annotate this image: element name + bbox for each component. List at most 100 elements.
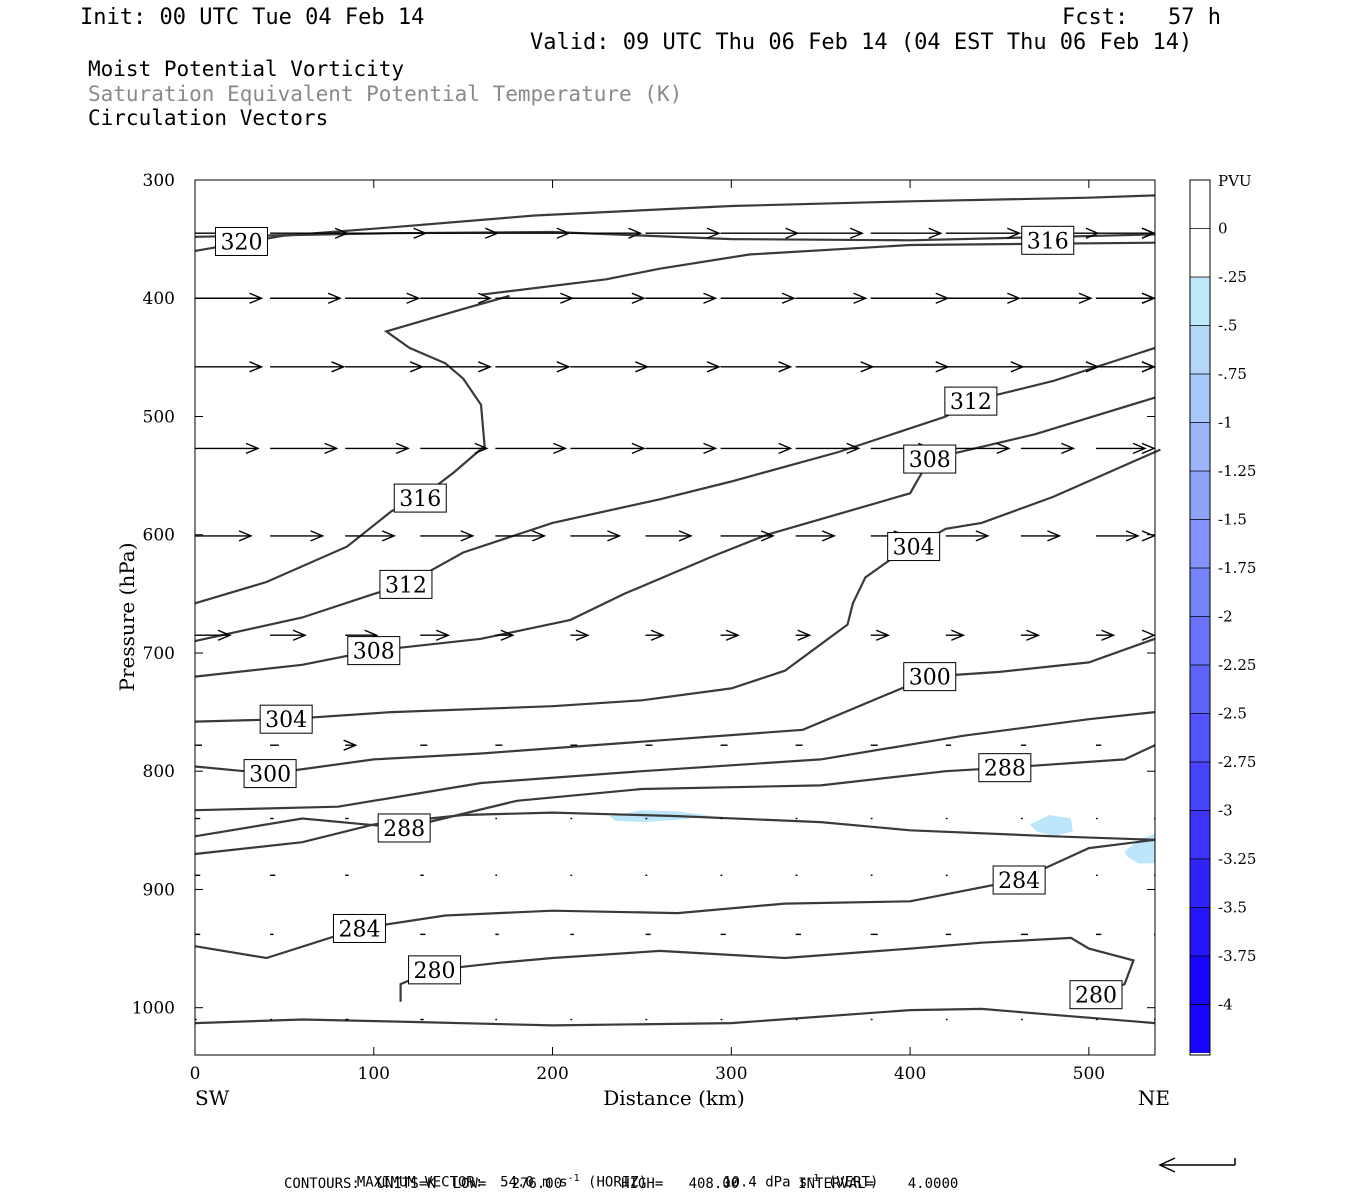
- contour-label-box: [377, 813, 431, 843]
- wind-vector: [645, 530, 693, 542]
- colorbar-swatch: [1190, 956, 1210, 1005]
- wind-vector: [420, 227, 500, 239]
- contour-label-layer: 320 316 316 312 312 308 308 304 304 300 300 288 288 2…: [214, 225, 1123, 1010]
- y-tick-label: 300: [143, 171, 175, 191]
- wind-vector: [1020, 292, 1093, 304]
- wind-vector: [495, 227, 571, 239]
- contour-label-text: 280: [1075, 984, 1117, 1009]
- pv-shade-1: [1029, 815, 1073, 837]
- wind-vector: [570, 227, 643, 239]
- init-time: Init: 00 UTC Tue 04 Feb 14: [80, 5, 425, 30]
- y-tick-label: 600: [143, 526, 175, 546]
- y-tick-label: 700: [143, 644, 175, 664]
- wind-vector: [345, 530, 396, 542]
- wind-vector: [645, 361, 721, 373]
- valid-time: Valid: 09 UTC Thu 06 Feb 14 (04 EST Thu …: [530, 30, 1193, 55]
- contour-label-text: 316: [1027, 229, 1069, 254]
- colorbar-swatch: [1190, 180, 1210, 229]
- wind-vector: [720, 629, 740, 641]
- colorbar-label: -3.5: [1218, 899, 1247, 917]
- wind-vector: [795, 530, 836, 542]
- wind-vector: [345, 442, 410, 455]
- theta-contour-288-10: [194, 811, 1156, 856]
- colorbar-label: -3.25: [1218, 850, 1256, 868]
- wind-vector: [495, 292, 575, 304]
- right-end-label: NE: [1138, 1086, 1170, 1110]
- colorbar-swatch: [1190, 519, 1210, 568]
- field-title-theta: Saturation Equivalent Potential Temperat…: [88, 82, 683, 106]
- colorbar-label: -2: [1218, 608, 1233, 626]
- wind-vector: [645, 292, 718, 304]
- colorbar-label: -1.25: [1218, 462, 1256, 480]
- theta-contour-316-2: [480, 241, 1156, 296]
- wind-vector: [195, 292, 264, 304]
- wind-vector: [420, 629, 451, 641]
- contour-label-304-8: 304: [259, 704, 313, 734]
- wind-vector: [1096, 442, 1147, 455]
- y-tick-label: 800: [143, 762, 175, 782]
- colorbar-swatch: [1190, 277, 1210, 326]
- wind-vector: [645, 629, 665, 641]
- theta-contour-300-7: [194, 637, 1156, 775]
- contour-label-312-4: 312: [379, 569, 433, 599]
- contour-label-box: [379, 569, 433, 599]
- wind-vector: [1020, 629, 1041, 641]
- contour-label-text: 300: [249, 763, 291, 788]
- wind-vector: [270, 292, 342, 304]
- contour-label-280-16: 280: [1069, 980, 1123, 1010]
- contour-label-box: [243, 759, 297, 789]
- x-tick-label: 100: [358, 1064, 390, 1084]
- wind-vector: [720, 361, 793, 373]
- colorbar-label: -.75: [1218, 365, 1247, 383]
- theta-contour-276-13: [194, 1007, 1156, 1027]
- wind-vector: [343, 739, 358, 751]
- wind-vector: [720, 227, 800, 239]
- wind-vector: [570, 530, 622, 542]
- wind-vector: [570, 361, 650, 373]
- contour-label-312-3: 312: [944, 386, 998, 416]
- wind-vector: [870, 292, 950, 304]
- wind-vector: [945, 629, 966, 641]
- theta-contour-layer: [194, 194, 1161, 1027]
- wind-vector: [795, 361, 875, 373]
- contour-label-text: 280: [414, 959, 456, 984]
- colorbar-label: -3: [1218, 802, 1233, 820]
- contour-label-text: 320: [220, 230, 262, 255]
- vert-exponent: -1: [807, 1173, 820, 1184]
- contour-label-text: 288: [984, 757, 1026, 782]
- colorbar-label: 0: [1218, 220, 1228, 238]
- contour-label-304-7: 304: [887, 532, 941, 562]
- wind-vector: [870, 227, 943, 239]
- colorbar-label: -.5: [1218, 317, 1237, 335]
- contour-label-box: [393, 483, 447, 513]
- wind-vector: [195, 629, 232, 641]
- x-tick-label: 200: [536, 1064, 568, 1084]
- plot-frame: [194, 179, 1156, 1056]
- wind-vector: [795, 629, 812, 641]
- y-tick-label: 900: [143, 880, 175, 900]
- contour-label-280-15: 280: [408, 955, 462, 985]
- wind-vector: [1020, 530, 1062, 542]
- wind-vector: [945, 442, 1011, 455]
- horiz-exponent: -1: [567, 1173, 580, 1184]
- contour-label-text: 312: [950, 390, 992, 415]
- wind-vector: [720, 292, 796, 304]
- wind-vector: [645, 227, 721, 239]
- circulation-vector-layer: [195, 227, 1156, 1021]
- colorbar-label: -1.5: [1218, 511, 1247, 529]
- y-tick-label: 500: [143, 407, 175, 427]
- reference-vector: [1158, 1157, 1236, 1173]
- colorbar-swatch: [1190, 325, 1210, 374]
- theta-contour-316-3: [194, 294, 510, 605]
- wind-vector: [1096, 629, 1116, 641]
- contour-label-284-14: 284: [332, 913, 386, 943]
- wind-vector: [495, 442, 568, 455]
- colorbar-title: PVU: [1218, 172, 1252, 190]
- contour-label-text: 304: [265, 708, 307, 733]
- horiz-suffix: (HORIZ): [579, 1174, 648, 1191]
- wind-vector: [795, 292, 868, 304]
- contour-label-284-13: 284: [992, 865, 1046, 895]
- wind-vector: [1096, 530, 1140, 542]
- wind-vector: [420, 442, 489, 455]
